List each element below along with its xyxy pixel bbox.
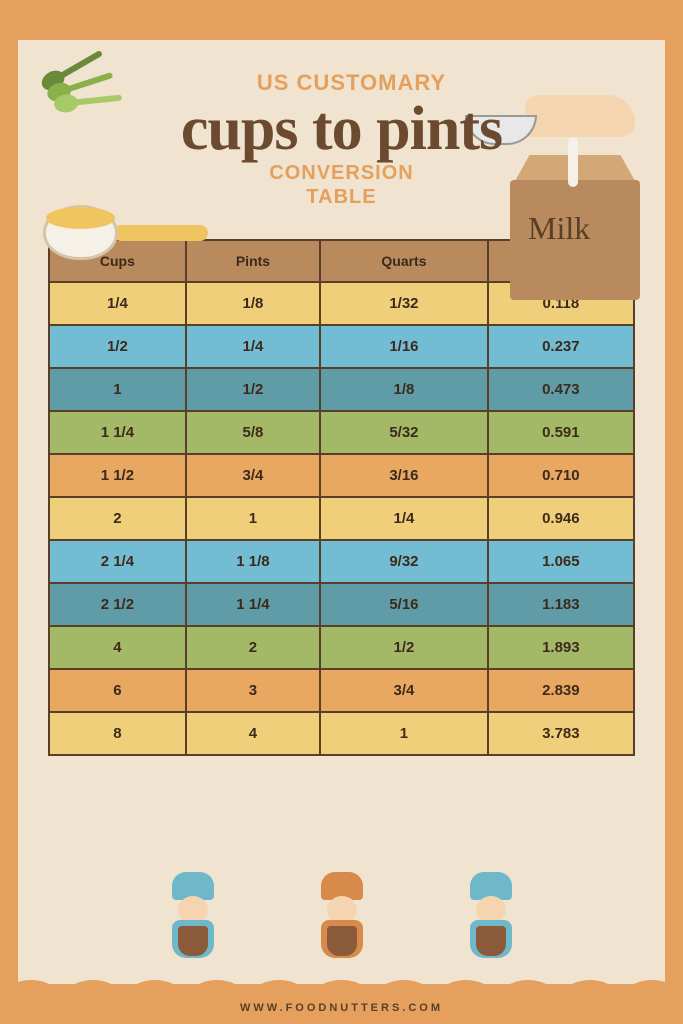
table-cell: 1 [320,712,488,755]
table-cell: 3/4 [320,669,488,712]
subtitle-top: US CUSTOMARY [58,70,645,96]
table-cell: 9/32 [320,540,488,583]
table-cell: 2 [49,497,186,540]
table-cell: 1/2 [320,626,488,669]
cup-icon [43,205,203,265]
table-cell: 1/8 [320,368,488,411]
table-cell: 3/16 [320,454,488,497]
scallop-top [0,0,683,44]
table-cell: 1/16 [320,325,488,368]
table-cell: 4 [49,626,186,669]
footer-url: WWW.FOODNUTTERS.COM [0,1002,683,1014]
table-cell: 1 1/8 [186,540,320,583]
table-cell: 1/2 [186,368,320,411]
table-cell: 1/32 [320,282,488,325]
chef-icon [456,872,526,962]
table-cell: 6 [49,669,186,712]
table-row: 1 1/23/43/160.710 [49,454,634,497]
table-cell: 1/4 [49,282,186,325]
table-row: 633/42.839 [49,669,634,712]
chef-icon [158,872,228,962]
table-cell: 1.183 [488,583,634,626]
table-row: 11/21/80.473 [49,368,634,411]
conversion-table-wrap: CupsPintsQuartsLiters 1/41/81/320.1181/2… [48,239,635,756]
content-panel: US CUSTOMARY cups to pints CONVERSION TA… [18,40,665,984]
table-cell: 1.065 [488,540,634,583]
table-cell: 5/32 [320,411,488,454]
conversion-table: CupsPintsQuartsLiters 1/41/81/320.1181/2… [48,239,635,756]
table-header-cell: Quarts [320,240,488,282]
table-cell: 1/4 [186,325,320,368]
milk-carton-icon: Milk [510,145,640,300]
table-cell: 0.591 [488,411,634,454]
table-cell: 1 [49,368,186,411]
table-cell: 8 [49,712,186,755]
table-row: 8413.783 [49,712,634,755]
chef-icon [307,872,377,962]
table-cell: 0.710 [488,454,634,497]
table-cell: 2 1/2 [49,583,186,626]
chefs-row [18,872,665,962]
table-cell: 1 1/2 [49,454,186,497]
table-row: 1 1/45/85/320.591 [49,411,634,454]
table-row: 2 1/21 1/45/161.183 [49,583,634,626]
table-cell: 0.946 [488,497,634,540]
table-cell: 1/4 [320,497,488,540]
table-cell: 1/8 [186,282,320,325]
table-cell: 4 [186,712,320,755]
table-cell: 1/2 [49,325,186,368]
table-cell: 3.783 [488,712,634,755]
table-cell: 1 [186,497,320,540]
table-cell: 1.893 [488,626,634,669]
table-cell: 3 [186,669,320,712]
table-row: 1/21/41/160.237 [49,325,634,368]
table-header-cell: Pints [186,240,320,282]
table-cell: 1 1/4 [186,583,320,626]
table-cell: 1 1/4 [49,411,186,454]
table-row: 421/21.893 [49,626,634,669]
table-cell: 2 1/4 [49,540,186,583]
table-cell: 5/8 [186,411,320,454]
table-cell: 0.473 [488,368,634,411]
table-cell: 0.237 [488,325,634,368]
table-cell: 2.839 [488,669,634,712]
table-row: 211/40.946 [49,497,634,540]
table-row: 2 1/41 1/89/321.065 [49,540,634,583]
table-cell: 5/16 [320,583,488,626]
table-cell: 2 [186,626,320,669]
table-cell: 3/4 [186,454,320,497]
